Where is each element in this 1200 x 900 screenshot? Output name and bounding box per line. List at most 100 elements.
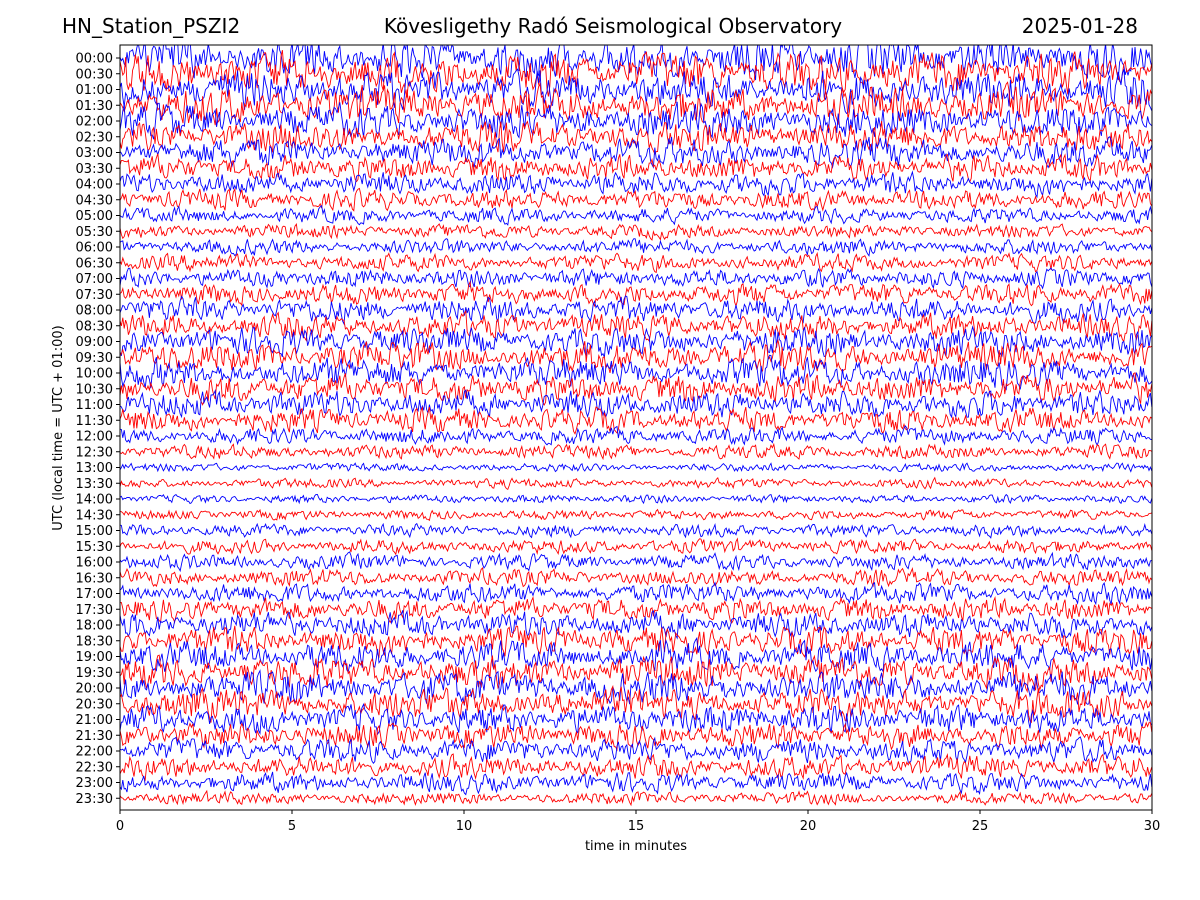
y-tick-label: 06:00	[76, 241, 113, 256]
x-axis-ticks: 0 5 10 15 20 25 30	[116, 810, 1160, 834]
seismic-trace	[120, 702, 1152, 736]
x-tick-label: 20	[800, 819, 817, 834]
station-title: HN_Station_PSZI2	[62, 14, 241, 38]
y-tick-label: 18:00	[76, 619, 113, 634]
seismic-trace	[120, 388, 1152, 419]
seismic-trace	[120, 204, 1152, 226]
y-tick-label: 08:00	[76, 304, 113, 319]
seismic-trace	[120, 753, 1152, 782]
y-axis-ticks: 00:0000:3001:0001:3002:0002:3003:0003:30…	[76, 52, 120, 807]
y-tick-label: 04:30	[76, 193, 113, 208]
y-tick-label: 05:00	[76, 209, 113, 224]
seismic-trace	[120, 596, 1152, 624]
y-tick-label: 16:00	[76, 556, 113, 571]
seismic-trace	[120, 101, 1152, 140]
y-tick-label: 06:30	[76, 256, 113, 271]
y-tick-label: 19:00	[76, 650, 113, 665]
y-tick-label: 14:30	[76, 508, 113, 523]
y-tick-label: 20:30	[76, 697, 113, 712]
seismic-trace	[120, 493, 1152, 505]
y-tick-label: 17:30	[76, 603, 113, 618]
y-tick-label: 19:30	[76, 666, 113, 681]
y-tick-label: 02:30	[76, 130, 113, 145]
seismic-trace	[120, 636, 1152, 674]
y-tick-label: 07:00	[76, 272, 113, 287]
y-tick-label: 10:30	[76, 382, 113, 397]
seismic-trace	[120, 338, 1152, 374]
seismic-trace	[120, 280, 1152, 308]
seismic-trace	[120, 566, 1152, 588]
seismic-trace	[120, 654, 1152, 694]
seismic-trace	[120, 238, 1152, 257]
y-tick-label: 15:30	[76, 540, 113, 555]
y-tick-label: 00:00	[76, 52, 113, 67]
y-tick-label: 11:30	[76, 414, 113, 429]
y-tick-label: 18:30	[76, 634, 113, 649]
y-tick-label: 23:30	[76, 792, 113, 807]
y-tick-label: 01:30	[76, 99, 113, 114]
x-tick-label: 25	[972, 819, 989, 834]
seismic-trace	[120, 45, 1152, 81]
y-tick-label: 12:00	[76, 430, 113, 445]
seismic-trace	[120, 442, 1152, 461]
seismic-trace	[120, 170, 1152, 199]
y-tick-label: 04:00	[76, 178, 113, 193]
observatory-title: Kövesligethy Radó Seismological Observat…	[383, 14, 843, 38]
x-tick-label: 15	[628, 819, 645, 834]
x-tick-label: 30	[1144, 819, 1161, 834]
seismic-trace	[120, 81, 1152, 126]
seismic-trace	[120, 771, 1152, 796]
y-tick-label: 12:30	[76, 445, 113, 460]
seismic-trace	[120, 789, 1152, 807]
y-tick-label: 10:00	[76, 367, 113, 382]
y-tick-label: 08:30	[76, 319, 113, 334]
trace-group	[120, 45, 1152, 807]
seismic-trace	[120, 537, 1152, 556]
seismic-trace	[120, 522, 1152, 539]
seismic-trace	[120, 325, 1152, 358]
seismic-trace	[120, 68, 1152, 115]
y-axis-label: UTC (local time = UTC + 01:00)	[51, 325, 66, 530]
y-tick-label: 02:00	[76, 115, 113, 130]
y-tick-label: 21:30	[76, 729, 113, 744]
seismic-trace	[120, 625, 1152, 659]
seismic-trace	[120, 669, 1152, 706]
seismic-trace	[120, 153, 1152, 183]
y-tick-label: 00:30	[76, 67, 113, 82]
seismic-trace	[120, 295, 1152, 326]
date-title: 2025-01-28	[1021, 14, 1138, 38]
seismic-trace	[120, 551, 1152, 573]
y-tick-label: 09:30	[76, 351, 113, 366]
seismic-trace	[120, 508, 1152, 522]
seismic-trace	[120, 50, 1152, 98]
seismic-trace	[120, 405, 1152, 435]
y-tick-label: 03:00	[76, 146, 113, 161]
seismic-trace	[120, 267, 1152, 290]
seismic-trace	[120, 462, 1152, 473]
y-tick-label: 23:00	[76, 776, 113, 791]
seismic-trace	[120, 684, 1152, 724]
y-tick-label: 20:00	[76, 682, 113, 697]
seismic-trace	[120, 609, 1152, 640]
seismic-trace	[120, 309, 1152, 343]
y-tick-label: 13:30	[76, 477, 113, 492]
y-tick-label: 03:30	[76, 162, 113, 177]
y-tick-label: 13:00	[76, 461, 113, 476]
seismic-trace	[120, 581, 1152, 606]
y-tick-label: 22:00	[76, 745, 113, 760]
seismic-trace	[120, 187, 1152, 212]
y-tick-label: 09:00	[76, 335, 113, 350]
y-tick-label: 14:00	[76, 493, 113, 508]
y-tick-label: 07:30	[76, 288, 113, 303]
y-tick-label: 22:30	[76, 760, 113, 775]
x-tick-label: 10	[456, 819, 473, 834]
y-tick-label: 05:30	[76, 225, 113, 240]
y-tick-label: 16:30	[76, 571, 113, 586]
y-tick-label: 01:00	[76, 83, 113, 98]
seismic-trace	[120, 223, 1152, 241]
seismic-trace	[120, 425, 1152, 447]
y-tick-label: 17:00	[76, 587, 113, 602]
seismic-trace	[120, 354, 1152, 391]
x-axis-label: time in minutes	[585, 839, 687, 854]
